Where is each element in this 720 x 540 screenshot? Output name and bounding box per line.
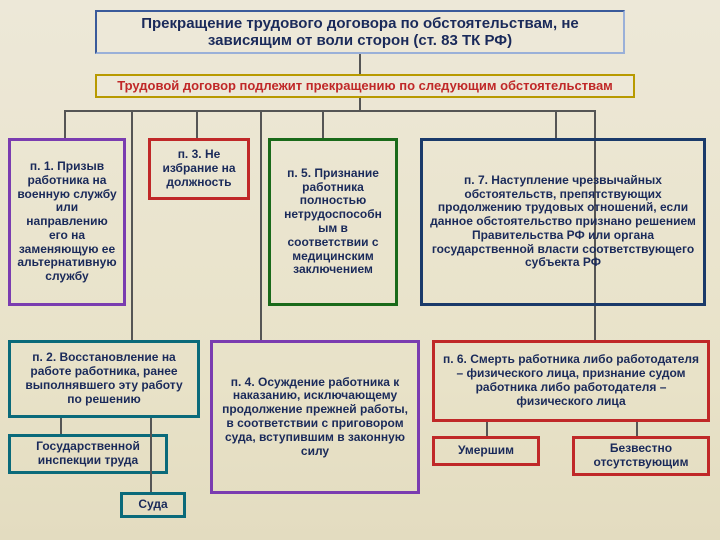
box-p6: п. 6. Смерть работника либо работодателя… [432, 340, 710, 422]
title-box: Прекращение трудового договора по обстоя… [95, 10, 625, 54]
connector [322, 110, 324, 138]
p2-text: п. 2. Восстановление на работе работника… [17, 351, 191, 406]
connector [131, 110, 133, 340]
connector [636, 422, 638, 436]
connector [60, 418, 62, 434]
connector [64, 110, 594, 112]
connector [359, 98, 361, 110]
connector [260, 110, 262, 340]
p1-text: п. 1. Призыв работника на военную службу… [17, 160, 117, 284]
p6-text: п. 6. Смерть работника либо работодателя… [441, 353, 701, 408]
box-p1: п. 1. Призыв работника на военную службу… [8, 138, 126, 306]
box-p7: п. 7. Наступление чрезвычайных обстоятел… [420, 138, 706, 306]
p7-text: п. 7. Наступление чрезвычайных обстоятел… [429, 174, 697, 271]
box-p2-sub2: Суда [120, 492, 186, 518]
connector [196, 110, 198, 138]
p4-text: п. 4. Осуждение работника к наказанию, и… [219, 376, 411, 459]
p6-sub1-text: Умершим [458, 444, 514, 458]
p2-sub1-text: Государственной инспекции труда [17, 440, 159, 468]
connector [150, 418, 152, 492]
p5-text: п. 5. Признание работника полностью нетр… [277, 167, 389, 277]
connector [486, 422, 488, 436]
box-p3: п. 3. Не избрание на должность [148, 138, 250, 200]
box-p2: п. 2. Восстановление на работе работника… [8, 340, 200, 418]
subtitle-box: Трудовой договор подлежит прекращению по… [95, 74, 635, 98]
connector [359, 54, 361, 74]
p6-sub2-text: Безвестно отсутствующим [581, 442, 701, 470]
box-p4: п. 4. Осуждение работника к наказанию, и… [210, 340, 420, 494]
connector [64, 110, 66, 138]
box-p5: п. 5. Признание работника полностью нетр… [268, 138, 398, 306]
box-p6-sub2: Безвестно отсутствующим [572, 436, 710, 476]
p3-text: п. 3. Не избрание на должность [157, 148, 241, 189]
p2-sub2-text: Суда [138, 498, 167, 512]
subtitle-text: Трудовой договор подлежит прекращению по… [117, 79, 613, 94]
box-p2-sub1: Государственной инспекции труда [8, 434, 168, 474]
connector [555, 110, 557, 138]
title-text: Прекращение трудового договора по обстоя… [103, 15, 617, 50]
box-p6-sub1: Умершим [432, 436, 540, 466]
